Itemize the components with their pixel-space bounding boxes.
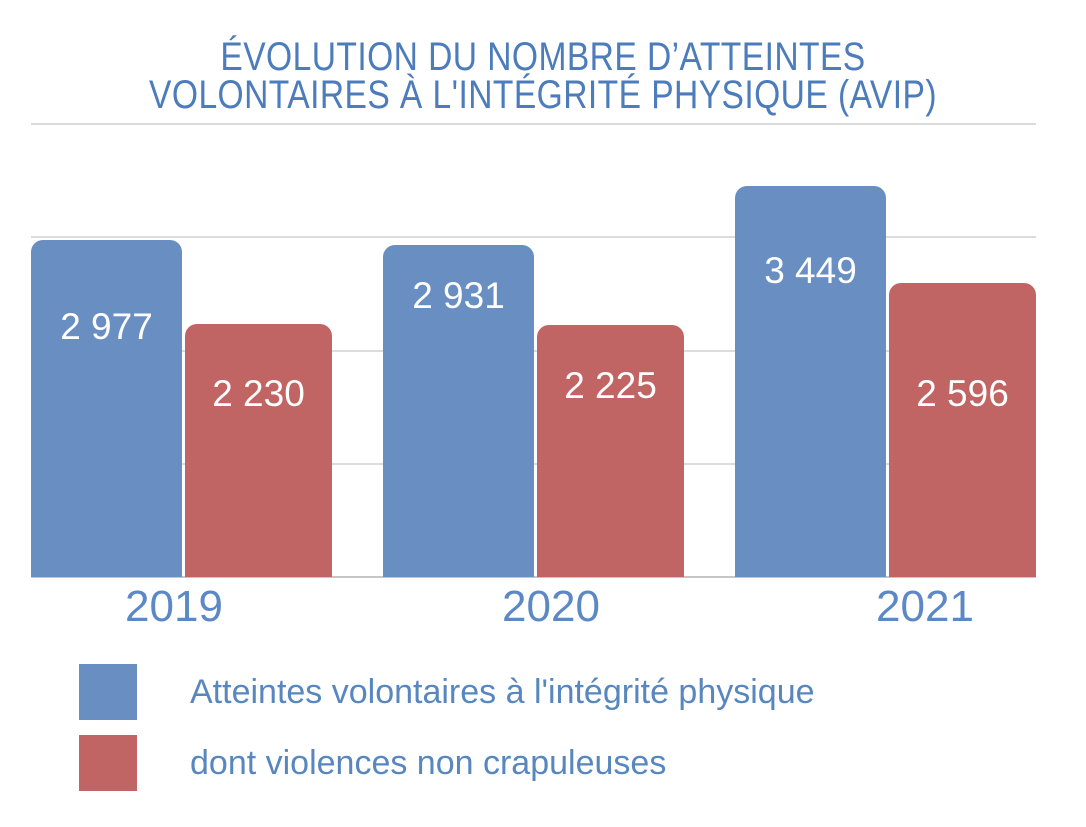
bar-avip-2020: 2 931 xyxy=(383,245,534,577)
bar-value-label-avip-2021: 3 449 xyxy=(764,250,857,292)
x-axis-label-2020: 2020 xyxy=(502,582,600,631)
x-axis-label-2019: 2019 xyxy=(125,582,223,631)
bar-violences-2019: 2 230 xyxy=(185,324,332,577)
bar-violences-2021: 2 596 xyxy=(889,283,1036,577)
gridline-3000 xyxy=(31,236,1036,239)
legend-swatch-red xyxy=(79,735,137,791)
gridline-4000 xyxy=(31,123,1036,125)
chart-title-line2: VOLONTAIRES À L'INTÉGRITÉ PHYSIQUE (AVIP… xyxy=(149,73,937,117)
bar-value-label-violences-2020: 2 225 xyxy=(564,365,657,407)
legend: Atteintes volontaires à l'intégrité phys… xyxy=(79,664,815,806)
bar-avip-2019: 2 977 xyxy=(31,239,182,577)
legend-swatch-blue xyxy=(79,664,137,720)
legend-label-avip: Atteintes volontaires à l'intégrité phys… xyxy=(190,673,815,711)
legend-label-violences: dont violences non crapuleuses xyxy=(190,744,667,782)
legend-item-avip: Atteintes volontaires à l'intégrité phys… xyxy=(79,664,815,720)
chart-title-line1: ÉVOLUTION DU NOMBRE D’ATTEINTES xyxy=(220,35,866,79)
chart-title: ÉVOLUTION DU NOMBRE D’ATTEINTES VOLONTAI… xyxy=(87,35,999,117)
x-axis-label-2021: 2021 xyxy=(876,582,974,631)
x-axis-line xyxy=(31,576,1036,578)
bar-value-label-avip-2020: 2 931 xyxy=(412,275,505,317)
bar-violences-2020: 2 225 xyxy=(537,325,684,577)
bar-value-label-avip-2019: 2 977 xyxy=(60,305,153,347)
legend-item-violences: dont violences non crapuleuses xyxy=(79,735,815,791)
bar-value-label-violences-2019: 2 230 xyxy=(212,373,305,415)
bar-value-label-violences-2021: 2 596 xyxy=(916,373,1009,415)
x-axis-labels: 2019 2020 2021 xyxy=(31,585,1036,635)
plot-area: 2 977 2 931 3 449 2 230 2 225 2 596 xyxy=(31,123,1036,578)
bar-avip-2021: 3 449 xyxy=(735,186,886,577)
